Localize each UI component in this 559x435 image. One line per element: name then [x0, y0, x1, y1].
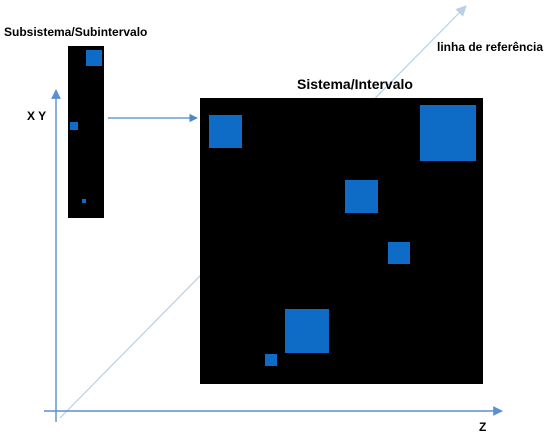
subsystem-square-medium: [70, 122, 78, 130]
reference-line-label: linha de referência: [437, 40, 543, 54]
system-square-center: [345, 180, 378, 213]
system-square-bottom-small: [265, 354, 277, 366]
subsystem-title: Subsistema/Subintervalo: [4, 25, 147, 39]
system-title: Sistema/Intervalo: [297, 76, 413, 92]
system-square-bottom-large: [285, 309, 329, 353]
system-square-top-right: [420, 105, 476, 161]
system-square-right: [388, 242, 410, 264]
system-square-top-left: [209, 115, 242, 148]
horizontal-axis-label: Z: [479, 420, 486, 434]
subsystem-panel: [68, 46, 104, 218]
vertical-axis-label: X Y: [27, 109, 46, 123]
subsystem-square-small: [82, 199, 86, 203]
subsystem-square-large: [86, 50, 102, 66]
